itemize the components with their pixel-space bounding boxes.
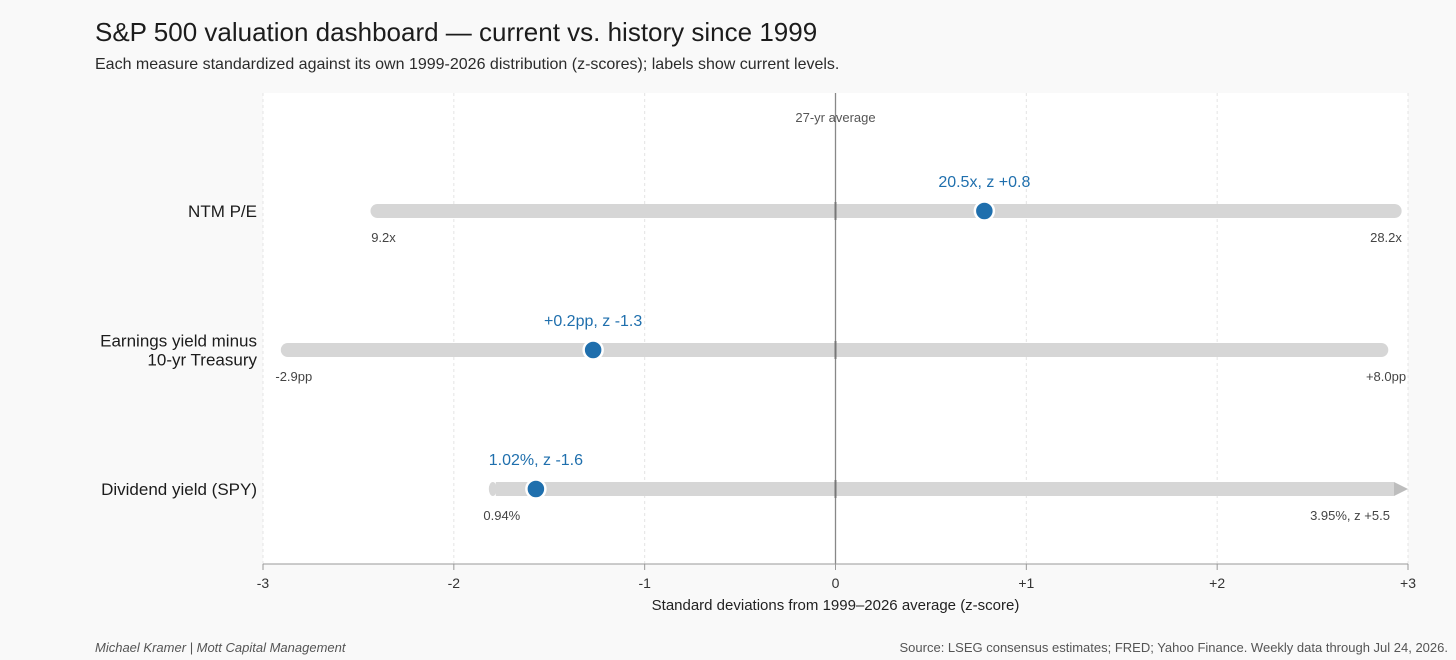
max-label-1: +8.0pp — [1366, 369, 1406, 384]
row-label-line: 10-yr Treasury — [147, 351, 257, 370]
chart-title: S&P 500 valuation dashboard — current vs… — [95, 17, 818, 47]
x-tick-label-3: 0 — [832, 575, 840, 591]
range-overflow-arrow-2 — [1394, 482, 1408, 496]
min-label-0: 9.2x — [371, 230, 396, 245]
row-label-line: Earnings yield minus — [100, 332, 257, 351]
current-label-1: +0.2pp, z -1.3 — [544, 313, 642, 330]
x-tick-label-1: -2 — [448, 575, 461, 591]
row-label-0: NTM P/E — [188, 202, 257, 221]
row-label-2: Dividend yield (SPY) — [101, 480, 257, 499]
x-tick-label-6: +3 — [1400, 575, 1416, 591]
row-label-1: Earnings yield minus 10-yr Treasury — [100, 332, 257, 370]
x-tick-label-0: -3 — [257, 575, 270, 591]
range-cap-2 — [488, 482, 497, 496]
current-point-1 — [582, 339, 604, 361]
x-axis-title: Standard deviations from 1999–2026 avera… — [652, 597, 1020, 614]
max-label-2: 3.95%, z +5.5 — [1310, 508, 1390, 523]
row-label-line: Dividend yield (SPY) — [101, 480, 257, 499]
current-label-0: 20.5x, z +0.8 — [938, 174, 1030, 191]
footer-author: Michael Kramer | Mott Capital Management — [95, 640, 346, 655]
x-tick-label-2: -1 — [638, 575, 651, 591]
current-point-2 — [525, 478, 547, 500]
x-tick-label-4: +1 — [1018, 575, 1034, 591]
current-label-2: 1.02%, z -1.6 — [489, 452, 583, 469]
min-label-1: -2.9pp — [275, 369, 312, 384]
row-label-line: NTM P/E — [188, 202, 257, 221]
current-point-0 — [973, 200, 996, 222]
footer-source: Source: LSEG consensus estimates; FRED; … — [899, 640, 1448, 655]
chart-subtitle: Each measure standardized against its ow… — [95, 56, 840, 73]
reference-line-label: 27-yr average — [795, 110, 875, 125]
x-tick-label-5: +2 — [1209, 575, 1225, 591]
max-label-0: 28.2x — [1370, 230, 1402, 245]
min-label-2: 0.94% — [483, 508, 520, 523]
